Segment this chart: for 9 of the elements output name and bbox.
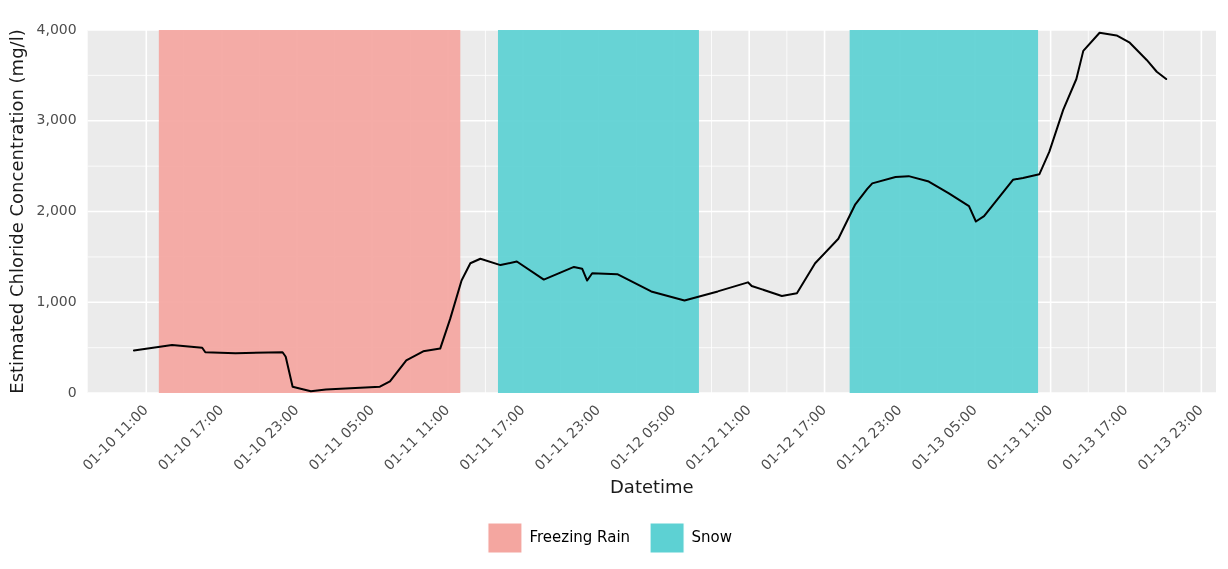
y-tick-label: 4,000 (36, 20, 77, 37)
legend-label: Freezing Rain (529, 527, 631, 546)
y-tick-label: 0 (67, 383, 77, 400)
x-axis-title: Datetime (609, 475, 694, 497)
y-axis-title: Estimated Chloride Concentration (mg/l) (6, 29, 28, 394)
y-tick-label: 3,000 (36, 111, 77, 128)
y-tick-label: 2,000 (36, 202, 77, 219)
y-tick-label: 1,000 (36, 292, 77, 309)
legend-label: Snow (691, 527, 733, 546)
